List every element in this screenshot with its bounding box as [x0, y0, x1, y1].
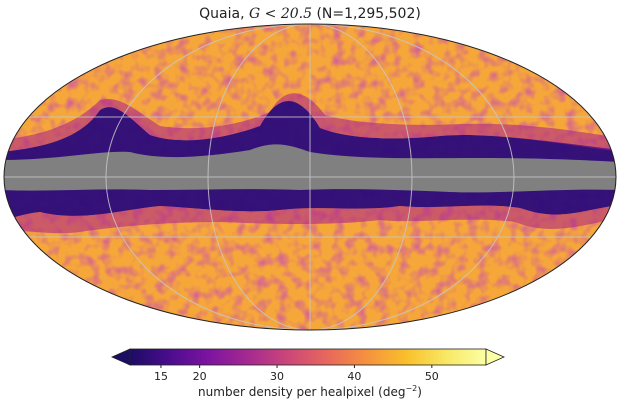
title-count: (N=1,295,502) [316, 6, 421, 22]
plot-title: Quaia, G < 20.5 (N=1,295,502) [0, 6, 620, 22]
graticule [4, 24, 616, 330]
title-cut: G < 20.5 [249, 6, 312, 22]
colorbar-label: number density per healpixel (deg−2) [0, 384, 620, 399]
colorbar-gradient [129, 348, 487, 366]
colorbar-tick-label: 20 [193, 370, 207, 383]
colorbar-tick-label: 50 [425, 370, 439, 383]
map-outline [3, 23, 617, 331]
colorbar-extend-high [485, 348, 505, 366]
colorbar-label-close: ) [417, 385, 422, 399]
colorbar-extend-low [111, 348, 131, 366]
title-survey: Quaia, [199, 6, 245, 22]
colorbar-tick-label: 30 [270, 370, 284, 383]
colorbar-label-text: number density per healpixel (deg [198, 385, 406, 399]
colorbar-tick-label: 15 [154, 370, 168, 383]
colorbar: 15 20 30 40 50 [111, 348, 505, 383]
colorbar-label-exponent: −2 [405, 384, 418, 393]
mollweide-map [4, 24, 616, 330]
colorbar-tick-label: 40 [347, 370, 361, 383]
colorbar-ticks: 15 20 30 40 50 [154, 365, 439, 383]
